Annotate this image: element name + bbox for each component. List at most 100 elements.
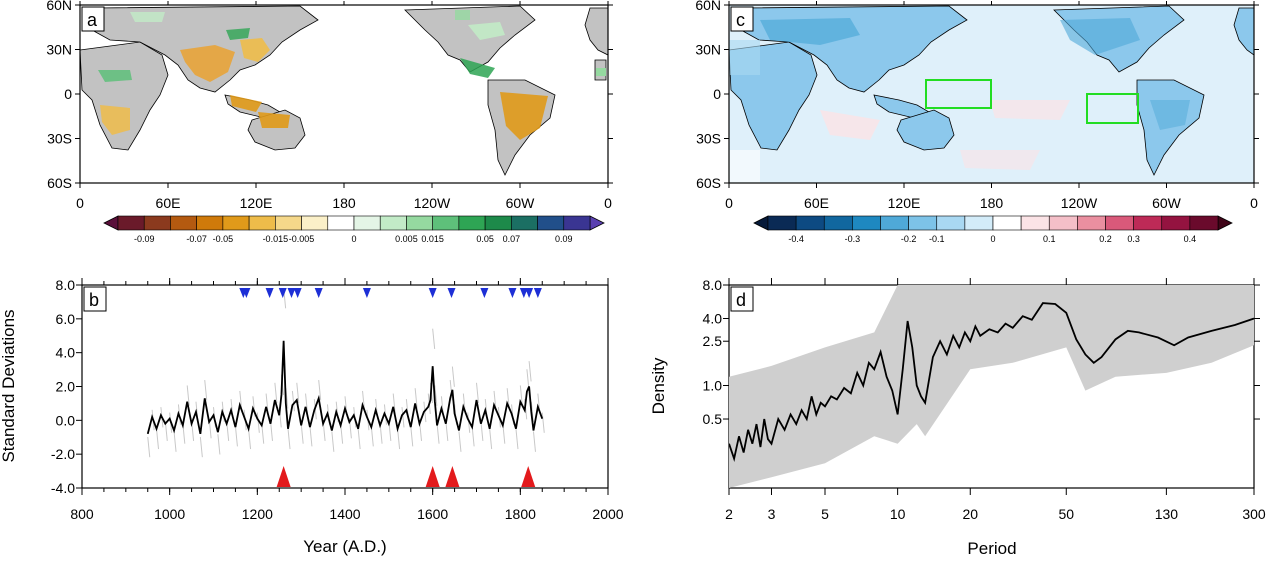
panel-b-label: b xyxy=(89,290,99,310)
panel-c-land xyxy=(729,5,1254,183)
c-cbar-cell xyxy=(852,215,881,231)
a-cbar-label: 0.05 xyxy=(476,234,494,244)
a-cbar-cell xyxy=(379,215,407,231)
panel-d-ticks: 2 3 5 10 20 50 130 300 0.5 1.0 2.5 4.0 8.0 xyxy=(703,277,1266,522)
c-lat-label: 60S xyxy=(696,175,721,191)
b-ytick-label: 6.0 xyxy=(56,311,76,327)
b-smoothed-series xyxy=(146,340,544,435)
a-lon-label: 180 xyxy=(332,195,356,211)
panel-b-xlabel: Year (A.D.) xyxy=(303,537,386,556)
c-lon-label: 60E xyxy=(804,195,829,211)
b-blue-marker xyxy=(287,288,296,298)
b-ytick-label: -4.0 xyxy=(51,480,75,496)
panel-b-markers xyxy=(239,288,542,487)
c-cbar-cell xyxy=(1077,215,1106,231)
d-ytick-label: 2.5 xyxy=(703,333,723,349)
a-cbar-cell xyxy=(484,215,512,231)
a-cbar-cell xyxy=(327,215,355,231)
colorbar-c: -0.4 -0.3 -0.2 -0.1 0 0.1 0.2 0.3 0.4 xyxy=(753,215,1233,244)
c-cbar-label: 0.1 xyxy=(1043,234,1056,244)
a-cbar-label: 0 xyxy=(351,234,356,244)
a-cbar-cell xyxy=(406,215,433,231)
c-cbar-right-end xyxy=(1217,215,1233,231)
c-lon-label: 60W xyxy=(1152,195,1182,211)
b-xtick-label: 1200 xyxy=(242,506,273,522)
a-cbar-cell xyxy=(301,215,329,231)
c-cbar-label: 0.3 xyxy=(1127,234,1140,244)
d-xtick-label: 5 xyxy=(821,506,829,522)
a-cbar-cell xyxy=(511,215,538,231)
green-box-east xyxy=(1086,93,1139,124)
d-ytick-label: 8.0 xyxy=(703,277,723,293)
a-cbar-label: 0.07 xyxy=(503,234,521,244)
a-cbar-cell xyxy=(458,215,486,231)
c-cbar-cell xyxy=(964,215,994,231)
b-ytick-label: 4.0 xyxy=(56,345,76,361)
b-blue-marker xyxy=(362,288,371,298)
d-ytick-label: 4.0 xyxy=(703,311,723,327)
d-xtick-label: 50 xyxy=(1058,506,1074,522)
b-blue-marker xyxy=(480,288,489,298)
d-xtick-label: 20 xyxy=(962,506,978,522)
a-cbar-cell xyxy=(353,215,381,231)
a-lat-label: 30N xyxy=(46,42,72,58)
d-ytick-label: 0.5 xyxy=(703,411,723,427)
b-blue-marker xyxy=(278,288,287,298)
b-ytick-label: 0.0 xyxy=(56,412,76,428)
a-lat-label: 0 xyxy=(64,86,72,102)
b-blue-marker xyxy=(533,288,542,298)
a-cbar-cell xyxy=(196,215,224,231)
a-cbar-cell xyxy=(117,215,145,231)
c-cbar-cell xyxy=(1020,215,1050,231)
a-lon-label: 120E xyxy=(240,195,273,211)
a-lon-label: 0 xyxy=(604,195,612,211)
c-lat-label: 30N xyxy=(695,42,721,58)
a-lat-label: 60N xyxy=(46,0,72,13)
b-red-marker xyxy=(425,466,440,487)
b-red-marker xyxy=(445,466,460,487)
a-cbar-cell xyxy=(432,215,460,231)
c-cbar-cell xyxy=(1105,215,1134,231)
b-xtick-label: 1400 xyxy=(329,506,360,522)
a-cbar-label: 0.015 xyxy=(421,234,444,244)
a-lon-label: 0 xyxy=(76,195,84,211)
c-lat-label: 0 xyxy=(713,86,721,102)
b-ytick-label: -2.0 xyxy=(51,446,75,462)
a-cbar-cell xyxy=(537,215,565,231)
b-red-marker xyxy=(521,466,536,487)
c-cbar-cell xyxy=(795,215,825,231)
b-blue-marker xyxy=(265,288,274,298)
panel-b-ticks: 800 1000 1200 1400 1600 1800 2000 -4.0 -2.0 0.0 2.… xyxy=(51,277,624,522)
d-spectrum-line xyxy=(729,302,1254,463)
b-blue-marker xyxy=(525,288,534,298)
b-red-marker xyxy=(276,466,291,487)
c-lon-label: 120W xyxy=(1061,195,1098,211)
d-xtick-label: 10 xyxy=(890,506,906,522)
b-ytick-label: 8.0 xyxy=(56,277,76,293)
c-cbar-cell xyxy=(908,215,938,231)
c-lon-label: 0 xyxy=(1250,195,1258,211)
panel-b-ylabel: Standard Deviations xyxy=(0,309,18,462)
a-lat-label: 60S xyxy=(47,175,72,191)
b-blue-marker xyxy=(519,288,528,298)
b-blue-marker xyxy=(447,288,456,298)
panel-d-xlabel: Period xyxy=(967,539,1016,558)
b-blue-marker xyxy=(242,288,251,298)
c-lon-label: 120E xyxy=(888,195,921,211)
panel-a-label: a xyxy=(87,10,98,30)
b-xtick-label: 1000 xyxy=(154,506,185,522)
a-cbar-cell xyxy=(248,215,276,231)
c-lat-label: 30S xyxy=(696,131,721,147)
c-lon-label: 180 xyxy=(980,195,1004,211)
a-lon-label: 120W xyxy=(414,195,451,211)
c-cbar-cell xyxy=(992,215,1022,231)
a-cbar-label: -0.005 xyxy=(289,234,315,244)
d-ytick-label: 1.0 xyxy=(703,378,723,394)
c-cbar-cell xyxy=(936,215,966,231)
a-cbar-cell xyxy=(170,215,197,231)
